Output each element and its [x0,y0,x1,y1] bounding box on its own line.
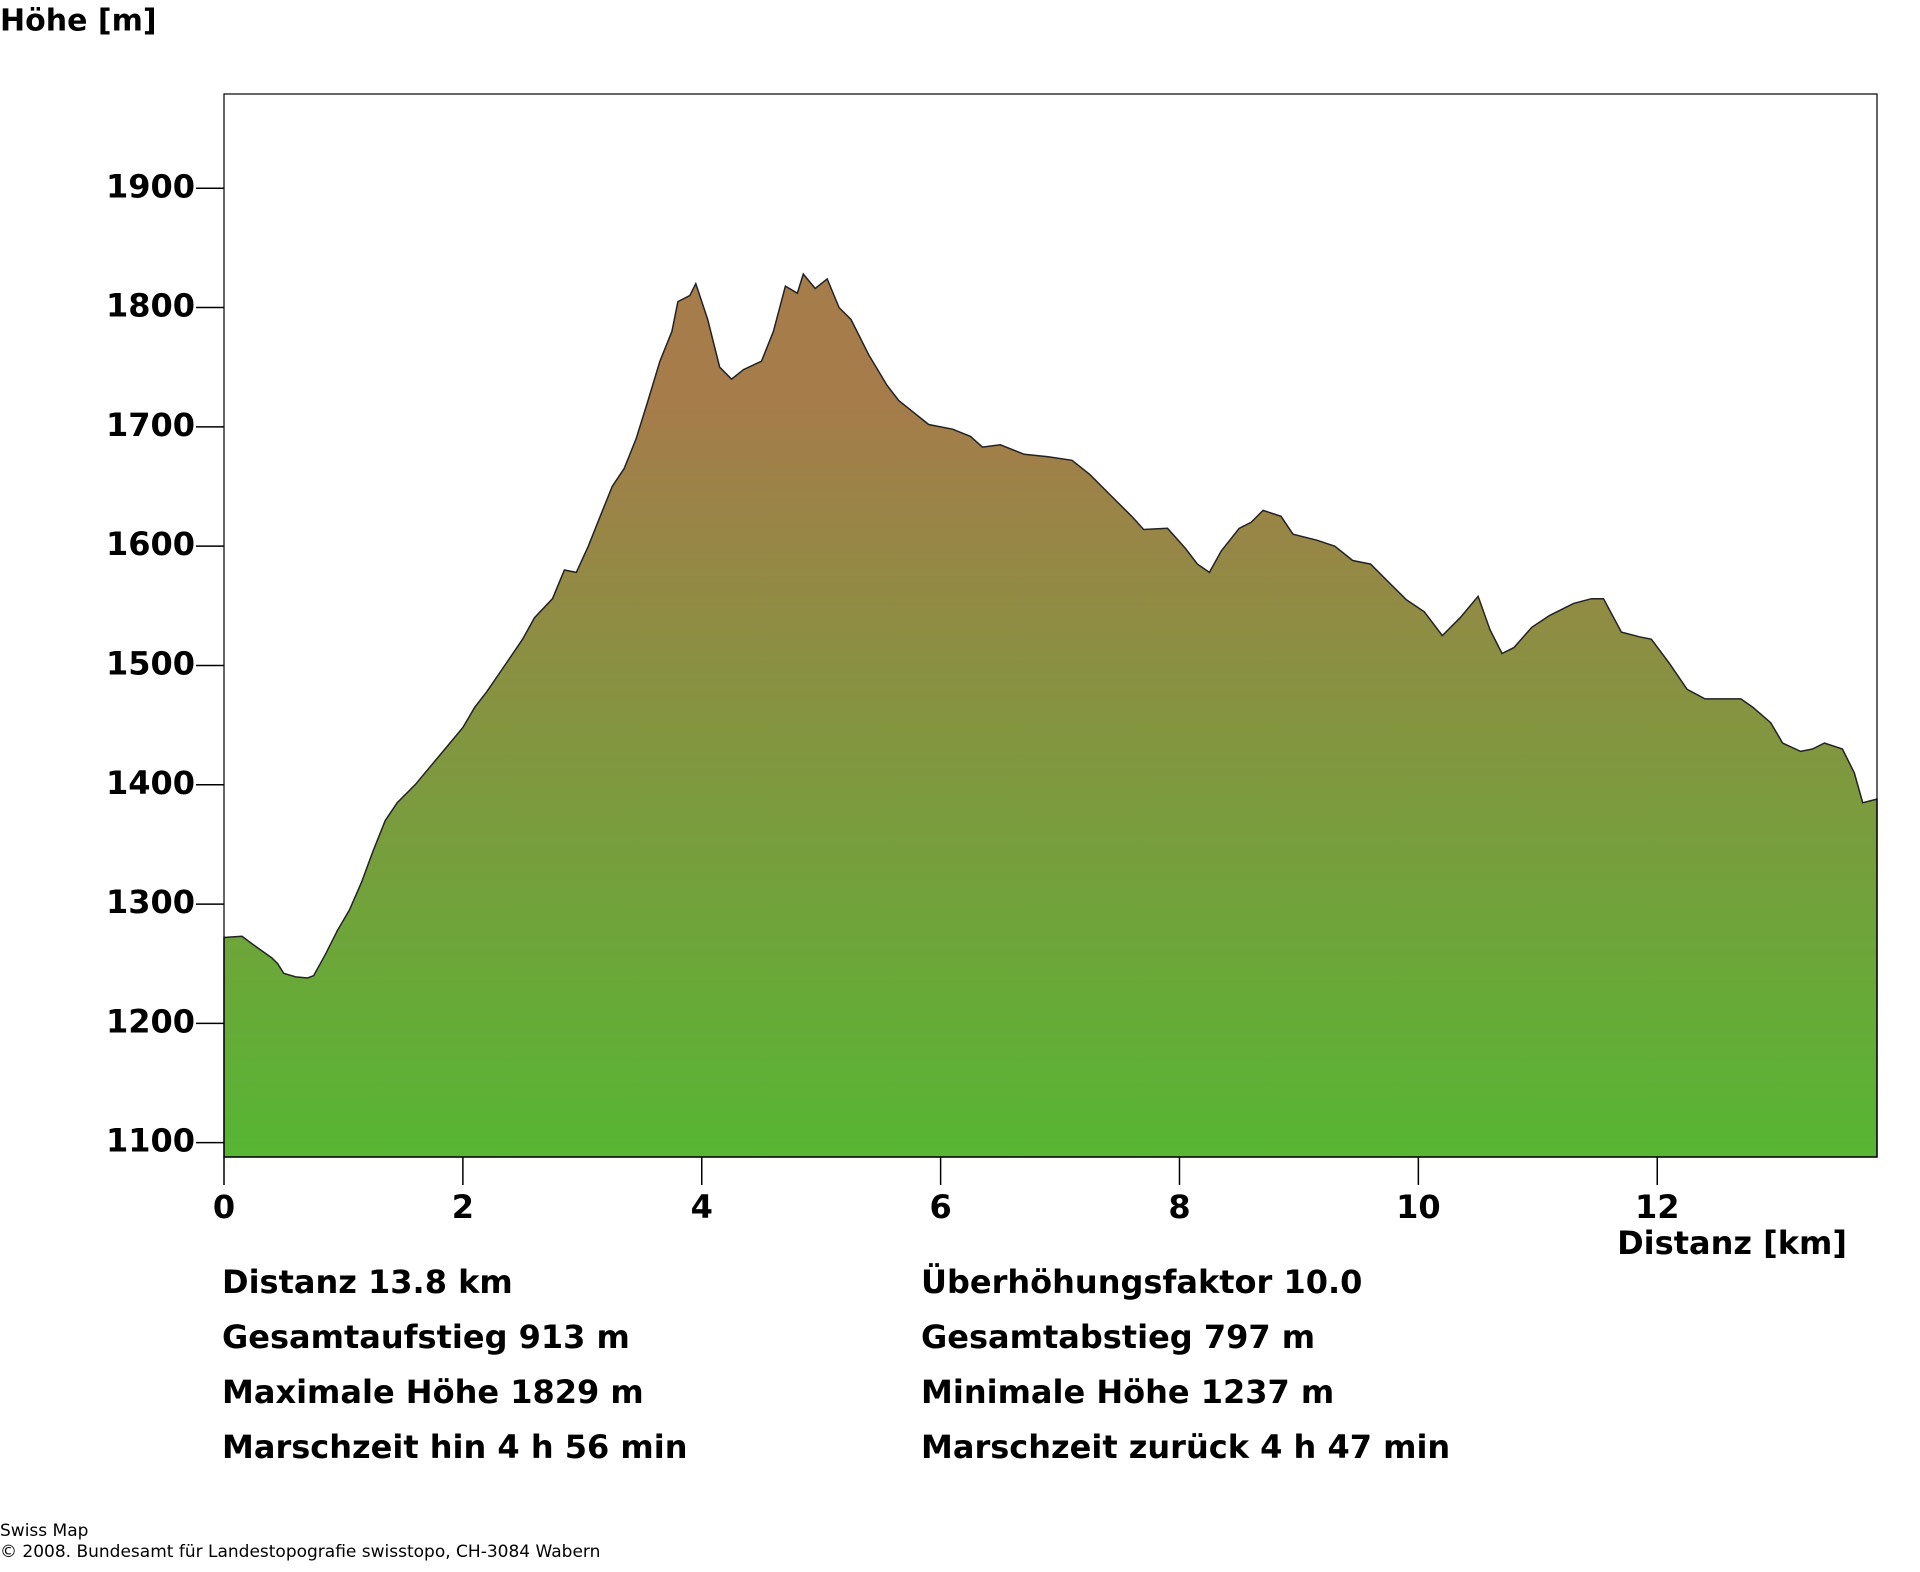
x-tick-label: 10 [1396,1188,1441,1226]
x-tick-label: 8 [1168,1188,1190,1226]
plot-frame [223,93,1878,1158]
source: Swiss Map [0,1521,88,1541]
source: © 2008. Bundesamt für Landestopografie s… [0,1542,600,1562]
y-tick-label: 1700 [106,406,195,444]
x-tick-label: 6 [929,1188,951,1226]
x-tick-label: 2 [452,1188,474,1226]
stat: Marschzeit zurück 4 h 47 min [921,1428,1450,1466]
x-tick-label: 0 [213,1188,235,1226]
y-tick-label: 1100 [106,1122,195,1160]
stat: Distanz 13.8 km [222,1263,513,1301]
stat: Überhöhungsfaktor 10.0 [921,1263,1362,1301]
y-tick-label: 1200 [106,1002,195,1040]
y-tick-label: 1600 [106,525,195,563]
y-tick-label: 1400 [106,764,195,802]
stat: Marschzeit hin 4 h 56 min [222,1428,688,1466]
y-tick-label: 1300 [106,883,195,921]
elevation-area [223,272,1878,1158]
stat: Minimale Höhe 1237 m [921,1373,1334,1411]
x-tick-label: 12 [1635,1188,1680,1226]
stat: Maximale Höhe 1829 m [222,1373,644,1411]
x-tick-label: 4 [691,1188,713,1226]
y-tick-label: 1900 [106,167,195,205]
stat: Gesamtaufstieg 913 m [222,1318,630,1356]
y-axis-label: Höhe [m] [0,4,157,39]
x-axis-label: Distanz [km] [1617,1224,1847,1262]
stat: Gesamtabstieg 797 m [921,1318,1315,1356]
y-tick-label: 1500 [106,644,195,682]
y-tick-label: 1800 [106,287,195,325]
